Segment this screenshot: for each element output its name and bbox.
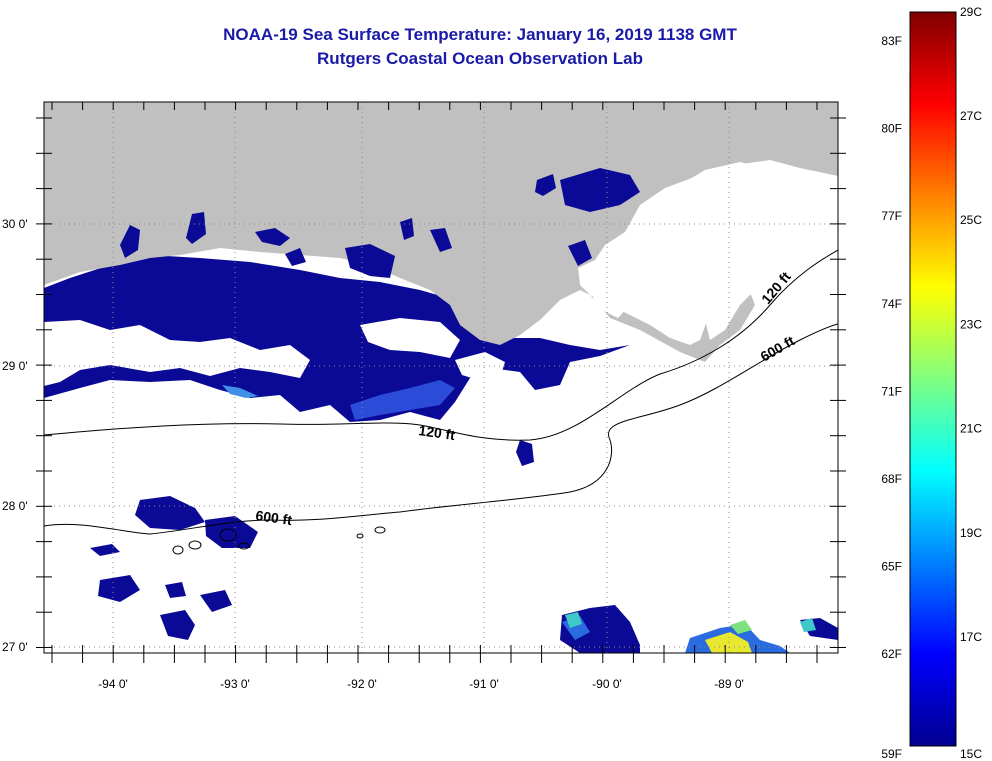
lake	[120, 225, 140, 258]
sst-coastal-band	[44, 255, 630, 422]
lon-label: -92 0'	[347, 677, 377, 691]
lake	[255, 228, 290, 246]
sst-warm-streak	[222, 385, 258, 398]
sst-patch	[160, 610, 195, 640]
sst-patch	[135, 496, 205, 530]
sst-patch	[98, 575, 140, 602]
graticule	[44, 102, 838, 653]
delta-marsh	[625, 160, 838, 340]
sst-patch	[165, 582, 186, 598]
lon-label: -89 0'	[714, 677, 744, 691]
lat-label: 28 0'	[2, 499, 28, 513]
lake	[345, 244, 395, 278]
cloud-patch	[360, 318, 460, 358]
isobath-fragments	[172, 526, 386, 555]
lake	[430, 228, 452, 252]
delta-marsh	[588, 285, 630, 318]
map-title: NOAA-19 Sea Surface Temperature: January…	[223, 25, 737, 44]
map-ticks	[36, 102, 846, 663]
lon-label: -94 0'	[98, 677, 128, 691]
lon-label: -91 0'	[469, 677, 499, 691]
sst-patch	[565, 612, 582, 628]
isobath-120ft	[44, 249, 838, 441]
lake	[560, 168, 640, 212]
sst-warm-streak	[350, 380, 455, 420]
isobath-label: 120 ft	[418, 422, 457, 443]
map-subtitle: Rutgers Coastal Ocean Observation Lab	[317, 49, 643, 68]
cloud-patch	[455, 352, 505, 380]
cloud-patch	[44, 320, 310, 386]
isobath-600ft	[44, 323, 838, 535]
lon-label: -90 0'	[592, 677, 622, 691]
lake	[285, 248, 306, 266]
isobath-label: 600 ft	[255, 507, 294, 528]
lake	[535, 174, 556, 196]
sst-patch	[200, 590, 232, 612]
lat-label: 29 0'	[2, 359, 28, 373]
sst-patch	[800, 618, 816, 632]
lake	[186, 212, 206, 244]
lon-label: -93 0'	[220, 677, 250, 691]
lat-label: 27 0'	[2, 640, 28, 654]
sst-patch	[730, 620, 752, 634]
map-frame	[43, 101, 839, 654]
sst-patch	[516, 440, 534, 466]
lake	[568, 240, 592, 266]
lake	[400, 218, 414, 240]
lat-label: 30 0'	[2, 217, 28, 231]
